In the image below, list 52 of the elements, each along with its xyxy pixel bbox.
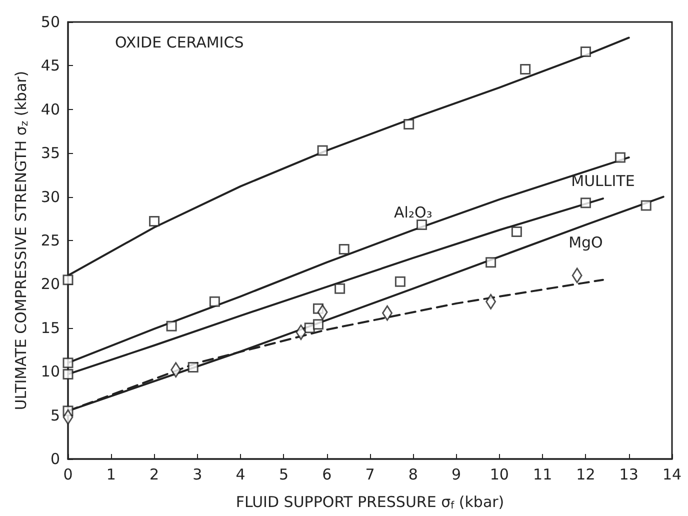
point — [416, 220, 428, 230]
x-tick-label: 14 — [662, 466, 682, 484]
point — [338, 244, 350, 254]
point — [580, 198, 591, 208]
x-tick-label: 4 — [236, 466, 246, 484]
y-tick-label: 10 — [40, 362, 60, 381]
x-tick-label: 13 — [619, 466, 638, 484]
y-tick-label: 25 — [40, 232, 60, 250]
point — [640, 200, 652, 211]
x-tick-label: 11 — [533, 466, 552, 484]
series-label: Al₂O₃ — [394, 204, 432, 222]
point — [486, 257, 496, 268]
point — [404, 119, 414, 130]
y-tick-label: 50 — [40, 13, 60, 31]
x-tick-label: 10 — [490, 466, 509, 484]
point — [580, 46, 591, 57]
point — [317, 145, 328, 156]
y-tick-label: 5 — [50, 406, 60, 424]
x-tick-label: 9 — [452, 466, 462, 484]
y-tick-label: 40 — [40, 100, 60, 118]
x-tick-label: 5 — [278, 466, 288, 484]
x-tick-label: 1 — [106, 466, 116, 484]
series-label: MULLITE — [571, 172, 635, 190]
point — [520, 64, 531, 74]
point — [511, 226, 522, 238]
point — [394, 276, 406, 287]
x-tick-label: 8 — [408, 466, 418, 484]
point — [62, 274, 74, 286]
point — [188, 362, 198, 372]
point — [614, 152, 626, 163]
point — [334, 283, 346, 294]
y-tick-label: 15 — [40, 318, 60, 337]
series-label: MgO — [568, 233, 603, 252]
point — [62, 358, 74, 368]
y-tick-label: 0 — [50, 450, 60, 468]
y-tick-label: 30 — [40, 188, 60, 206]
x-tick-label: 3 — [192, 466, 202, 484]
point — [166, 320, 177, 332]
y-axis-title: ULTIMATE COMPRESSIVE STRENGTH σz (kbar) — [12, 70, 31, 410]
x-tick-label: 6 — [322, 466, 332, 484]
x-tick-label: 2 — [150, 466, 160, 484]
y-tick-label: 45 — [40, 56, 60, 75]
y-tick-label: 20 — [40, 275, 60, 294]
y-tick-label: 35 — [40, 144, 60, 162]
point — [209, 296, 220, 307]
x-tick-label: 7 — [365, 466, 375, 484]
x-tick-label: 12 — [576, 466, 596, 484]
point — [312, 319, 324, 330]
point — [149, 216, 160, 227]
text: OXIDE CERAMICS — [115, 34, 244, 52]
x-tick-label: 0 — [63, 466, 73, 484]
point — [62, 368, 74, 380]
